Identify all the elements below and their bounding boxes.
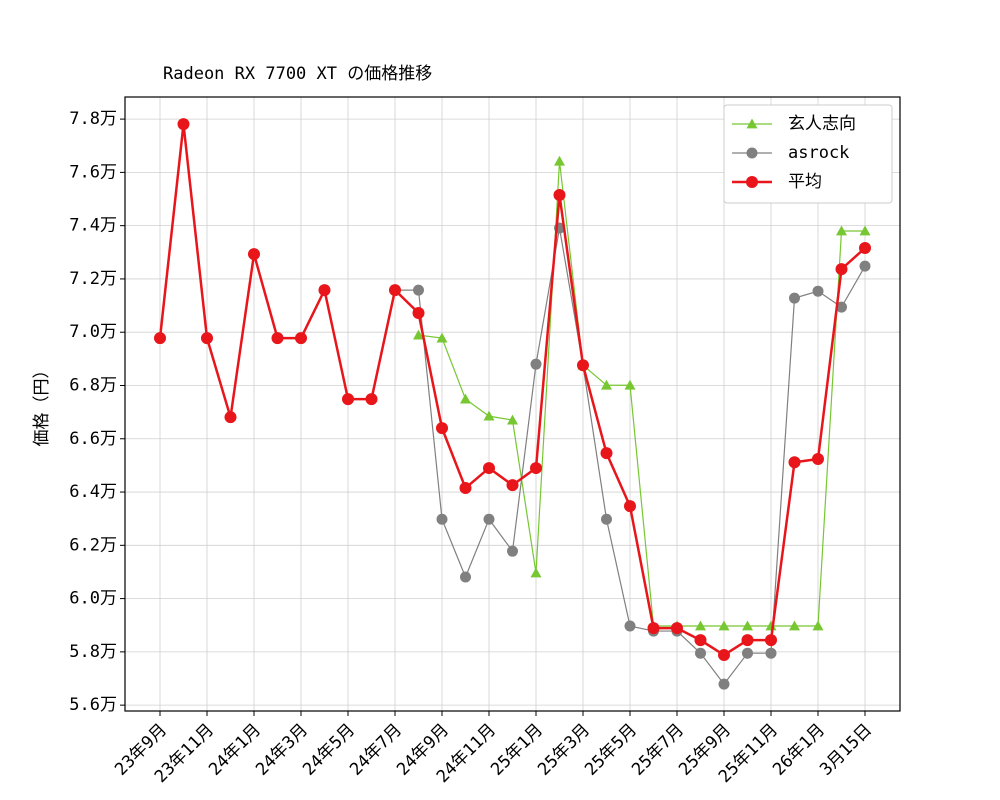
- marker: [507, 414, 518, 425]
- marker: [342, 393, 354, 406]
- marker: [718, 678, 730, 690]
- marker: [318, 284, 331, 297]
- y-tick-label: 7.4万: [69, 216, 117, 236]
- marker: [718, 649, 730, 662]
- marker: [389, 284, 401, 297]
- y-tick-label: 6.2万: [69, 535, 117, 555]
- legend-label: 平均: [788, 172, 822, 192]
- marker: [201, 332, 213, 345]
- y-tick-label: 6.8万: [69, 375, 117, 395]
- marker: [436, 332, 448, 343]
- marker: [530, 567, 542, 578]
- marker: [436, 513, 448, 525]
- marker: [577, 359, 589, 372]
- marker: [836, 301, 847, 313]
- series: [154, 118, 871, 662]
- y-tick-label: 7.2万: [69, 269, 117, 289]
- marker: [695, 647, 706, 659]
- chart-title: Radeon RX 7700 XT の価格推移: [163, 64, 432, 84]
- marker: [624, 500, 636, 513]
- y-tick-label: 7.0万: [69, 322, 117, 342]
- marker: [483, 513, 495, 525]
- marker: [412, 307, 425, 320]
- marker: [413, 284, 424, 296]
- marker: [601, 513, 612, 525]
- marker: [530, 462, 542, 475]
- plot-frame: [124, 96, 901, 712]
- legend-label: asrock: [788, 143, 849, 163]
- series: [154, 118, 871, 690]
- marker: [812, 620, 824, 631]
- marker: [742, 620, 753, 631]
- marker: [789, 292, 800, 304]
- marker: [224, 411, 237, 424]
- legend-marker: [746, 176, 758, 188]
- legend: 玄人志向 asrock 平均: [723, 104, 893, 204]
- marker: [600, 447, 613, 460]
- y-tick-label: 7.6万: [69, 162, 117, 182]
- marker: [741, 634, 754, 647]
- marker: [765, 634, 777, 647]
- marker: [812, 453, 824, 466]
- marker: [835, 263, 848, 276]
- marker: [460, 393, 471, 404]
- marker: [295, 332, 307, 345]
- marker: [530, 358, 542, 370]
- marker: [694, 634, 707, 647]
- marker: [365, 393, 378, 406]
- legend-box: [723, 104, 893, 204]
- x-tick-label: 3月15日: [816, 720, 876, 780]
- marker: [177, 118, 190, 131]
- series: [413, 155, 871, 631]
- y-tick-label: 6.4万: [69, 482, 117, 502]
- legend-marker: [746, 147, 758, 159]
- marker: [859, 242, 871, 255]
- y-tick-label: 5.8万: [69, 642, 117, 662]
- line: [159, 124, 866, 686]
- marker: [671, 622, 683, 635]
- legend-label: 玄人志向: [788, 114, 856, 134]
- marker: [742, 647, 753, 659]
- marker: [554, 155, 565, 166]
- marker: [859, 225, 871, 236]
- marker: [765, 647, 777, 659]
- marker: [836, 225, 847, 236]
- marker: [483, 462, 495, 475]
- marker: [248, 248, 260, 261]
- marker: [436, 422, 448, 435]
- y-tick-label: 7.8万: [69, 109, 117, 129]
- legend-marker: [746, 118, 758, 129]
- marker: [553, 189, 566, 202]
- marker: [271, 332, 284, 345]
- marker: [601, 379, 612, 390]
- marker: [413, 329, 424, 340]
- marker: [789, 620, 800, 631]
- marker: [483, 410, 495, 421]
- y-tick-label: 5.6万: [69, 695, 117, 715]
- y-tick-label: 6.0万: [69, 589, 117, 609]
- y-tick-label: 6.6万: [69, 429, 117, 449]
- marker: [624, 379, 636, 390]
- marker: [647, 622, 660, 635]
- marker: [507, 545, 518, 557]
- marker: [460, 571, 471, 583]
- marker: [506, 479, 519, 492]
- marker: [788, 456, 801, 469]
- marker: [695, 620, 706, 631]
- marker: [859, 260, 871, 272]
- marker: [718, 620, 730, 631]
- line: [158, 124, 866, 657]
- line: [418, 161, 865, 627]
- marker: [459, 482, 472, 495]
- y-axis-label: 価格（円）: [32, 362, 52, 447]
- marker: [624, 620, 636, 632]
- marker: [812, 285, 824, 297]
- marker: [154, 332, 166, 345]
